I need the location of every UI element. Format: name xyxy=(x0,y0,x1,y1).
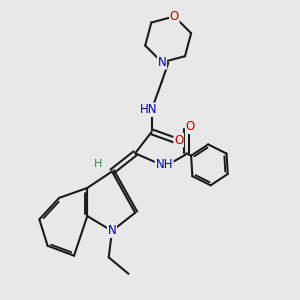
Text: O: O xyxy=(174,134,183,147)
Text: NH: NH xyxy=(155,158,173,171)
Text: O: O xyxy=(186,120,195,134)
Text: N: N xyxy=(158,56,166,69)
Text: H: H xyxy=(94,159,102,169)
Text: O: O xyxy=(170,10,179,23)
Text: N: N xyxy=(108,224,116,237)
Text: HN: HN xyxy=(140,103,157,116)
